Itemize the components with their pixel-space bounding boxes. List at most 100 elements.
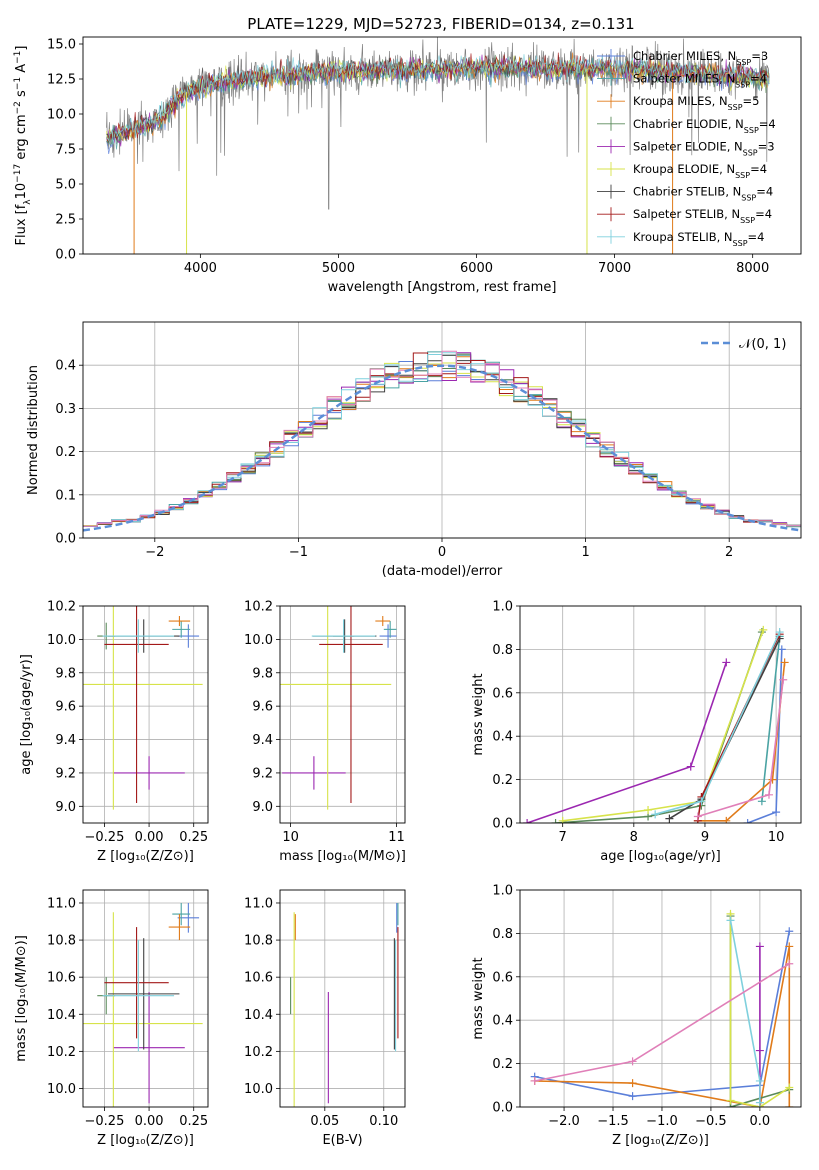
weight-marker <box>722 658 731 667</box>
age_vs_Z-ylabel: age [log₁₀(age/yr)] <box>19 654 34 775</box>
weight-line-1 <box>761 636 781 802</box>
weight-marker <box>651 810 660 819</box>
legend-sub: SSP <box>744 125 759 134</box>
ylabel-part: ] <box>14 46 29 51</box>
legend-entry: Salpeter STELIB, NSSP=4 <box>633 207 772 225</box>
legend-sub: SSP <box>735 171 750 180</box>
legend-value: =4 <box>756 185 773 199</box>
x-tick-label: 6000 <box>460 261 493 276</box>
y-tick-label: 5.0 <box>55 178 76 193</box>
y-tick-label: 10.0 <box>47 633 76 648</box>
y-tick-label: 10.4 <box>47 1008 76 1023</box>
legend-entry: Chabrier STELIB, NSSP=4 <box>633 185 773 203</box>
spectrum-lines <box>106 37 770 254</box>
mass_vs_Z-errorbars <box>83 902 203 1107</box>
spectrum-ylabel: Flux [fλ10−17 erg cm−2 s−1 A−1] <box>13 46 33 246</box>
ylabel-part: −1 <box>13 77 23 90</box>
weight-marker <box>722 816 731 823</box>
weight-line-0 <box>534 931 791 1098</box>
y-tick-label: 10.2 <box>244 600 273 615</box>
y-tick-label: 10.8 <box>244 934 273 949</box>
residual-legend-label: 𝒩(0, 1) <box>739 337 786 352</box>
y-tick-label: 9.6 <box>55 700 76 715</box>
x-tick-label: −2.0 <box>548 1114 580 1129</box>
weight-marker <box>530 1076 539 1085</box>
y-tick-label: 0.4 <box>492 730 513 745</box>
mass_vs_ebv-frame <box>279 889 406 1108</box>
y-tick-label: 7.5 <box>55 143 76 158</box>
legend-value: =4 <box>755 207 772 221</box>
ylabel-part: λ <box>23 199 33 205</box>
y-tick-label: 10.2 <box>47 1045 76 1060</box>
weight_vs_Z-lines <box>530 909 794 1107</box>
x-tick-label: 0.10 <box>369 1114 398 1129</box>
weight-marker <box>785 1103 794 1107</box>
y-tick-label: 11.0 <box>47 896 76 911</box>
age_vs_mass-errorbars <box>280 606 397 810</box>
y-tick-label: 10.0 <box>47 1082 76 1097</box>
model-spectrum-4 <box>106 54 770 147</box>
y-tick-label: 0.0 <box>55 532 76 547</box>
y-tick-label: 9.0 <box>252 800 273 815</box>
age_vs_Z-errorbars <box>83 606 203 810</box>
y-tick-label: 15.0 <box>47 38 76 53</box>
y-tick-label: 10.6 <box>244 971 273 986</box>
residuals-axes: −2 −1 0 1 2 0.0 0.1 0.2 0.3 0.4 <box>55 322 801 560</box>
legend-name: Chabrier MILES, N <box>633 49 736 63</box>
x-tick-label: −2 <box>145 545 164 560</box>
x-tick-label: 7000 <box>598 261 631 276</box>
weight-line-8 <box>654 631 781 816</box>
mass_vs_Z-xlabel: Z [log₁₀(Z/Z⊙)] <box>97 1133 194 1148</box>
x-tick-label: 9 <box>701 830 709 845</box>
weight-marker <box>743 819 752 823</box>
y-tick-label: 10.0 <box>244 633 273 648</box>
y-tick-label: 0.8 <box>492 643 513 658</box>
x-tick-label: 0 <box>438 545 446 560</box>
y-tick-label: 9.4 <box>252 733 273 748</box>
weight-marker <box>558 816 567 823</box>
x-tick-label: 0.00 <box>135 830 164 845</box>
weight_vs_age-xlabel: age [log₁₀(age/yr)] <box>600 849 721 864</box>
ylabel-part: s <box>14 90 29 101</box>
legend-entry: Chabrier MILES, NSSP=3 <box>633 49 768 67</box>
weight-marker <box>551 819 560 823</box>
mass_vs_ebv-errorbars <box>290 902 399 1107</box>
legend-entry: Kroupa STELIB, NSSP=4 <box>633 230 764 248</box>
figure-title: PLATE=1229, MJD=52723, FIBERID=0134, z=0… <box>247 15 634 33</box>
ylabel-part: −17 <box>13 164 23 183</box>
legend-sub: SSP <box>733 238 748 247</box>
weight-marker <box>755 1076 764 1085</box>
x-tick-label: 8 <box>630 830 638 845</box>
y-tick-label: 0.6 <box>492 686 513 701</box>
y-tick-label: 0.1 <box>55 488 76 503</box>
y-tick-label: 9.8 <box>252 666 273 681</box>
x-tick-label: 8000 <box>736 261 769 276</box>
legend-name: Kroupa MILES, N <box>633 94 728 108</box>
legend-name: Chabrier ELODIE, N <box>633 117 744 131</box>
x-tick-label: 0.00 <box>135 1114 164 1129</box>
spectrum-xlabel: wavelength [Angstrom, rest frame] <box>328 280 557 295</box>
x-tick-label: 10 <box>768 830 785 845</box>
y-tick-label: 12.5 <box>47 73 76 88</box>
weight-marker <box>523 819 532 823</box>
legend-name: Kroupa STELIB, N <box>633 230 733 244</box>
x-tick-label: 1 <box>581 545 589 560</box>
legend-sub: SSP <box>743 148 758 157</box>
legend-sub: SSP <box>735 80 750 89</box>
weight-marker <box>644 805 653 814</box>
spectrum-frame <box>82 36 802 255</box>
weight_vs_age-ylabel: mass weight <box>471 673 486 755</box>
y-tick-label: 10.0 <box>47 108 76 123</box>
weight-marker <box>779 675 788 684</box>
y-tick-label: 9.2 <box>252 766 273 781</box>
y-tick-label: 10.8 <box>47 934 76 949</box>
y-tick-label: 10.0 <box>244 1082 273 1097</box>
model-spectrum-8 <box>106 54 770 145</box>
weight-marker <box>755 1046 764 1055</box>
spectrum-axes: 4000 5000 6000 7000 8000 0.0 2.5 5.0 7.5 10.0 12.5… <box>47 38 769 277</box>
x-tick-label: −1.5 <box>597 1114 629 1129</box>
residual-histograms <box>83 350 801 532</box>
y-tick-label: 0.4 <box>55 359 76 374</box>
y-tick-label: 9.0 <box>55 800 76 815</box>
weight-marker <box>785 1083 794 1092</box>
